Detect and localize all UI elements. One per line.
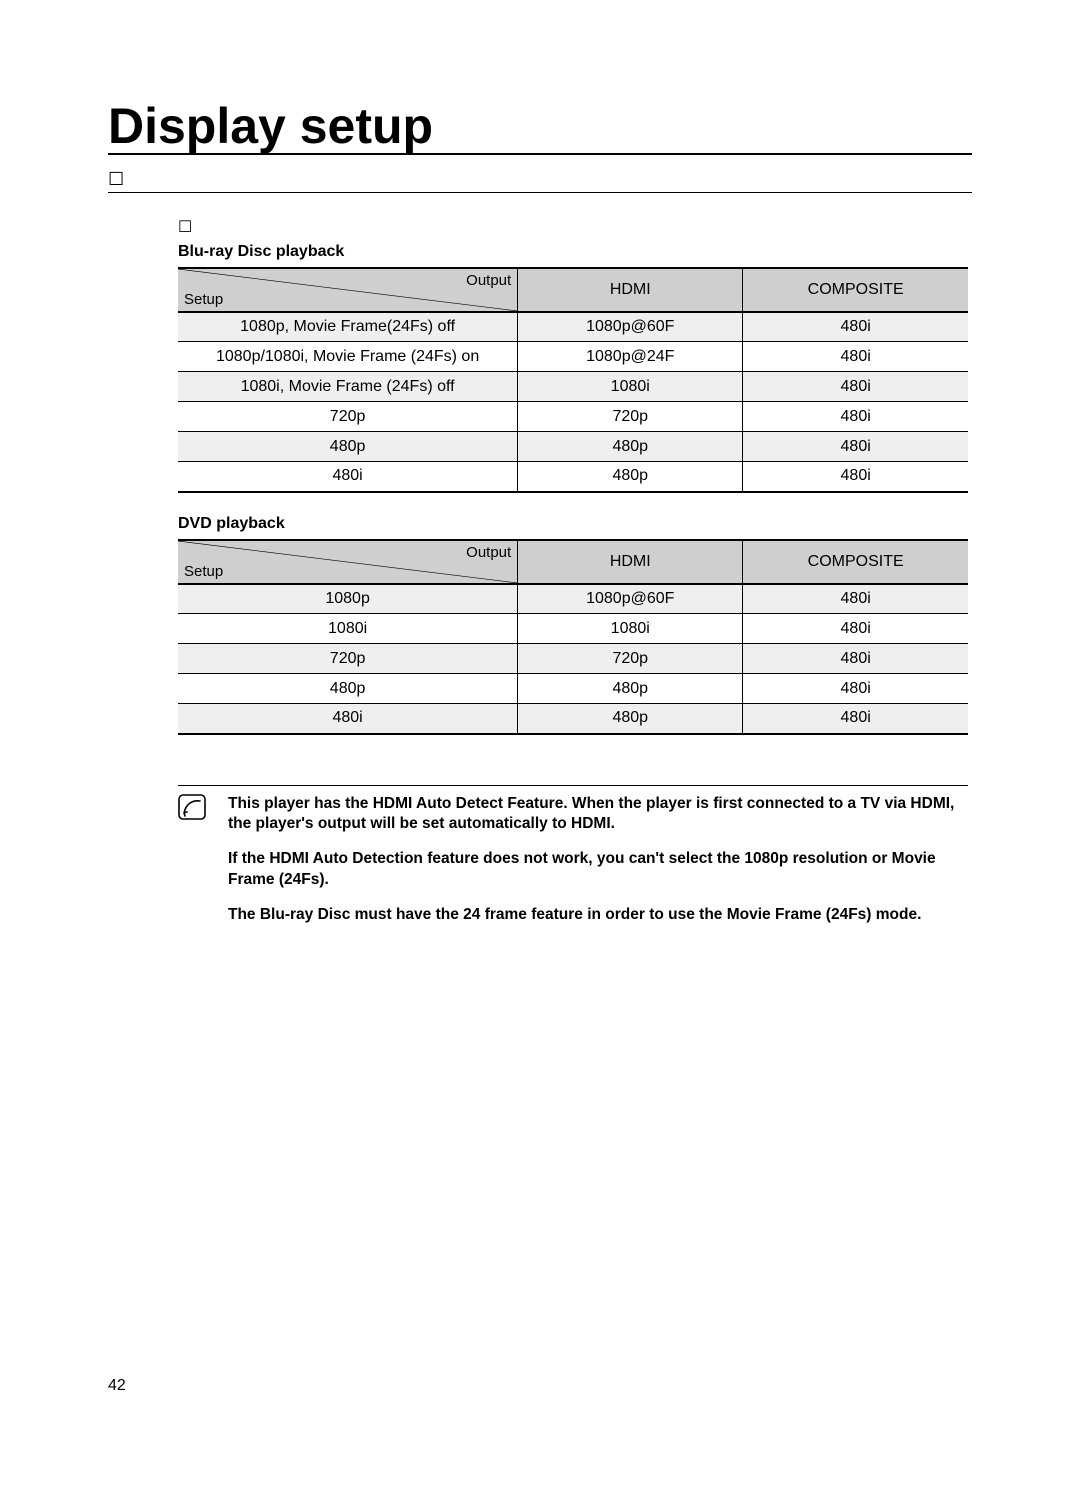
- bluray-tbody: 1080p, Movie Frame(24Fs) off1080p@60F480…: [178, 312, 968, 492]
- manual-page: Display setup ☐ ☐ Blu-ray Disc playback …: [0, 0, 1080, 1485]
- cell-composite: 480i: [743, 704, 968, 734]
- cell-composite: 480i: [743, 584, 968, 614]
- cell-setup: 1080i, Movie Frame (24Fs) off: [178, 372, 518, 402]
- cell-hdmi: 480p: [518, 432, 743, 462]
- cell-hdmi: 1080p@60F: [518, 312, 743, 342]
- table-row: 1080p/1080i, Movie Frame (24Fs) on1080p@…: [178, 342, 968, 372]
- bluray-resolution-table: Output Setup HDMI COMPOSITE 1080p, Movie…: [178, 267, 968, 493]
- page-title: Display setup: [108, 100, 972, 155]
- cell-hdmi: 1080i: [518, 372, 743, 402]
- cell-composite: 480i: [743, 614, 968, 644]
- cell-setup: 480i: [178, 704, 518, 734]
- cell-setup: 720p: [178, 644, 518, 674]
- table-row: 720p720p480i: [178, 402, 968, 432]
- cell-composite: 480i: [743, 644, 968, 674]
- header-composite: COMPOSITE: [743, 268, 968, 312]
- header-hdmi: HDMI: [518, 540, 743, 584]
- note-paragraph: If the HDMI Auto Detection feature does …: [228, 849, 968, 891]
- cell-hdmi: 1080p@60F: [518, 584, 743, 614]
- bluray-table-caption: Blu-ray Disc playback: [178, 243, 972, 261]
- table-row: 480i480p480i: [178, 704, 968, 734]
- cell-setup: 720p: [178, 402, 518, 432]
- cell-setup: 1080p/1080i, Movie Frame (24Fs) on: [178, 342, 518, 372]
- cell-composite: 480i: [743, 372, 968, 402]
- note-paragraph: The Blu-ray Disc must have the 24 frame …: [228, 905, 968, 926]
- note-icon: [178, 794, 206, 820]
- cell-composite: 480i: [743, 402, 968, 432]
- dvd-tbody: 1080p1080p@60F480i1080i1080i480i720p720p…: [178, 584, 968, 734]
- cell-hdmi: 1080p@24F: [518, 342, 743, 372]
- cell-hdmi: 480p: [518, 462, 743, 492]
- table-row: 480p480p480i: [178, 674, 968, 704]
- table-row: 1080p, Movie Frame(24Fs) off1080p@60F480…: [178, 312, 968, 342]
- header-hdmi: HDMI: [518, 268, 743, 312]
- cell-composite: 480i: [743, 342, 968, 372]
- table-diag-header: Output Setup: [178, 540, 518, 584]
- cell-hdmi: 480p: [518, 674, 743, 704]
- notes-section: This player has the HDMI Auto Detect Fea…: [178, 785, 968, 927]
- header-output-label: Output: [466, 272, 511, 289]
- cell-hdmi: 1080i: [518, 614, 743, 644]
- cell-hdmi: 720p: [518, 402, 743, 432]
- cell-setup: 1080p, Movie Frame(24Fs) off: [178, 312, 518, 342]
- header-output-label: Output: [466, 544, 511, 561]
- cell-composite: 480i: [743, 462, 968, 492]
- cell-setup: 480p: [178, 674, 518, 704]
- table-row: 1080i1080i480i: [178, 614, 968, 644]
- dvd-resolution-table: Output Setup HDMI COMPOSITE 1080p1080p@6…: [178, 539, 968, 735]
- table-diag-header: Output Setup: [178, 268, 518, 312]
- notes-text: This player has the HDMI Auto Detect Fea…: [228, 794, 968, 927]
- header-composite: COMPOSITE: [743, 540, 968, 584]
- cell-setup: 480p: [178, 432, 518, 462]
- header-setup-label: Setup: [184, 291, 223, 308]
- table-row: 720p720p480i: [178, 644, 968, 674]
- cell-composite: 480i: [743, 312, 968, 342]
- cell-composite: 480i: [743, 674, 968, 704]
- cell-setup: 1080i: [178, 614, 518, 644]
- table-row: 480p480p480i: [178, 432, 968, 462]
- section-marker-2: ☐: [178, 217, 972, 237]
- cell-hdmi: 720p: [518, 644, 743, 674]
- cell-setup: 1080p: [178, 584, 518, 614]
- header-setup-label: Setup: [184, 563, 223, 580]
- section-marker-1: ☐: [108, 169, 972, 193]
- cell-composite: 480i: [743, 432, 968, 462]
- page-number: 42: [108, 1377, 126, 1395]
- cell-setup: 480i: [178, 462, 518, 492]
- table-row: 480i480p480i: [178, 462, 968, 492]
- note-paragraph: This player has the HDMI Auto Detect Fea…: [228, 794, 968, 836]
- cell-hdmi: 480p: [518, 704, 743, 734]
- table-row: 1080i, Movie Frame (24Fs) off1080i480i: [178, 372, 968, 402]
- dvd-table-caption: DVD playback: [178, 515, 972, 533]
- table-row: 1080p1080p@60F480i: [178, 584, 968, 614]
